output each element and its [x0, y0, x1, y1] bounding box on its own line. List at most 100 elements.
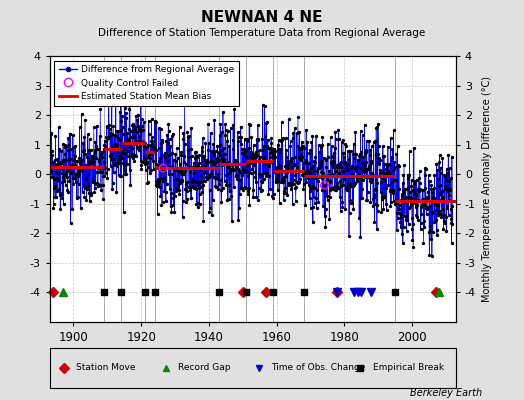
Point [141, 140, 149, 146]
Point [132, 113, 140, 119]
Point [266, 186, 274, 192]
Point [402, 228, 411, 234]
Point [161, 150, 170, 156]
Point [350, 182, 358, 188]
Point [314, 199, 322, 206]
Point [148, 140, 156, 147]
Point [223, 197, 232, 203]
Point [425, 229, 433, 236]
Point [61, 144, 70, 150]
Point [384, 144, 392, 150]
Point [427, 186, 435, 192]
Point [235, 134, 243, 140]
Point [288, 154, 296, 161]
Point [299, 142, 307, 149]
Point [58, 166, 66, 172]
Point [62, 143, 71, 149]
Point [131, 127, 139, 134]
Point [233, 158, 242, 165]
Point [126, 143, 135, 150]
Point [48, 174, 56, 180]
Point [67, 146, 75, 152]
Point [391, 201, 400, 207]
Point [340, 154, 348, 160]
Point [162, 198, 170, 204]
Point [326, 178, 335, 185]
Point [236, 191, 244, 197]
Point [149, 144, 157, 150]
Point [344, 161, 352, 167]
Point [74, 181, 83, 187]
Point [214, 186, 222, 192]
Point [189, 184, 197, 190]
Point [252, 154, 260, 160]
Point [63, 168, 71, 174]
Point [305, 168, 313, 175]
Point [431, 207, 440, 214]
Point [390, 166, 398, 172]
Point [170, 166, 178, 172]
Point [277, 179, 285, 186]
Point [311, 154, 319, 160]
Point [189, 183, 198, 189]
Point [227, 166, 236, 173]
Point [400, 213, 409, 219]
Point [289, 181, 298, 188]
Point [191, 177, 199, 184]
Point [287, 186, 296, 192]
Point [279, 174, 288, 180]
Point [361, 168, 369, 175]
Point [332, 183, 341, 189]
Point [308, 132, 316, 139]
Point [332, 168, 340, 175]
Point [449, 202, 457, 209]
Point [80, 183, 88, 189]
Point [128, 132, 137, 139]
Point [274, 172, 282, 178]
Point [89, 157, 97, 164]
Point [58, 170, 66, 176]
Point [67, 162, 75, 168]
Point [227, 193, 235, 199]
Point [282, 147, 290, 154]
Point [298, 172, 307, 178]
Point [180, 153, 188, 159]
Point [430, 218, 439, 225]
Point [189, 164, 197, 170]
Point [105, 126, 114, 132]
Point [104, 64, 113, 70]
Point [196, 179, 204, 185]
Point [420, 201, 428, 207]
Point [250, 162, 258, 168]
Point [244, 191, 253, 197]
Point [418, 202, 426, 208]
Point [140, 143, 148, 150]
Point [96, 169, 104, 176]
Point [90, 154, 98, 160]
Point [380, 161, 389, 167]
Point [238, 185, 246, 191]
Point [425, 252, 433, 258]
Point [119, 209, 128, 215]
Point [268, 193, 277, 200]
Point [113, 142, 121, 148]
Point [443, 204, 451, 211]
Point [339, 168, 347, 174]
Point [419, 240, 428, 246]
Point [67, 219, 75, 226]
Point [297, 145, 305, 152]
Point [143, 159, 151, 165]
Point [365, 138, 373, 144]
Point [83, 183, 92, 190]
Point [81, 185, 90, 191]
Point [246, 169, 255, 176]
Point [95, 146, 103, 152]
Point [368, 176, 376, 182]
Point [165, 144, 173, 151]
Point [253, 152, 261, 159]
Point [205, 208, 214, 215]
Point [355, 153, 364, 160]
Point [178, 177, 186, 184]
Point [331, 144, 339, 151]
Point [390, 198, 398, 204]
